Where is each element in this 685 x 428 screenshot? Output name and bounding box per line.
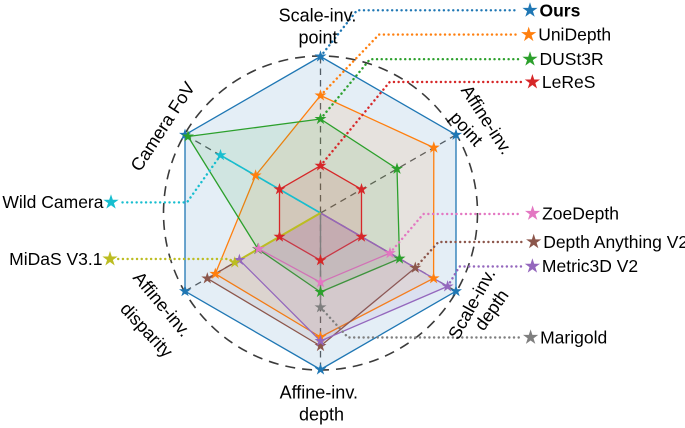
svg-text:ZoeDepth: ZoeDepth bbox=[542, 203, 619, 223]
svg-text:DUSt3R: DUSt3R bbox=[540, 49, 604, 69]
svg-text:MiDaS V3.1: MiDaS V3.1 bbox=[9, 249, 102, 269]
svg-text:Metric3D V2: Metric3D V2 bbox=[542, 256, 638, 276]
svg-text:Ours: Ours bbox=[540, 0, 581, 20]
svg-text:Affine-inv.: Affine-inv. bbox=[280, 383, 358, 403]
svg-text:Scale-inv.: Scale-inv. bbox=[279, 6, 357, 26]
svg-text:point: point bbox=[298, 28, 337, 48]
svg-text:UniDepth: UniDepth bbox=[538, 25, 611, 45]
svg-text:Marigold: Marigold bbox=[540, 327, 607, 347]
svg-text:Depth Anything V2: Depth Anything V2 bbox=[543, 232, 685, 252]
svg-text:depth: depth bbox=[299, 405, 344, 425]
svg-text:Wild Camera: Wild Camera bbox=[2, 192, 103, 212]
svg-text:LeReS: LeReS bbox=[542, 72, 596, 92]
